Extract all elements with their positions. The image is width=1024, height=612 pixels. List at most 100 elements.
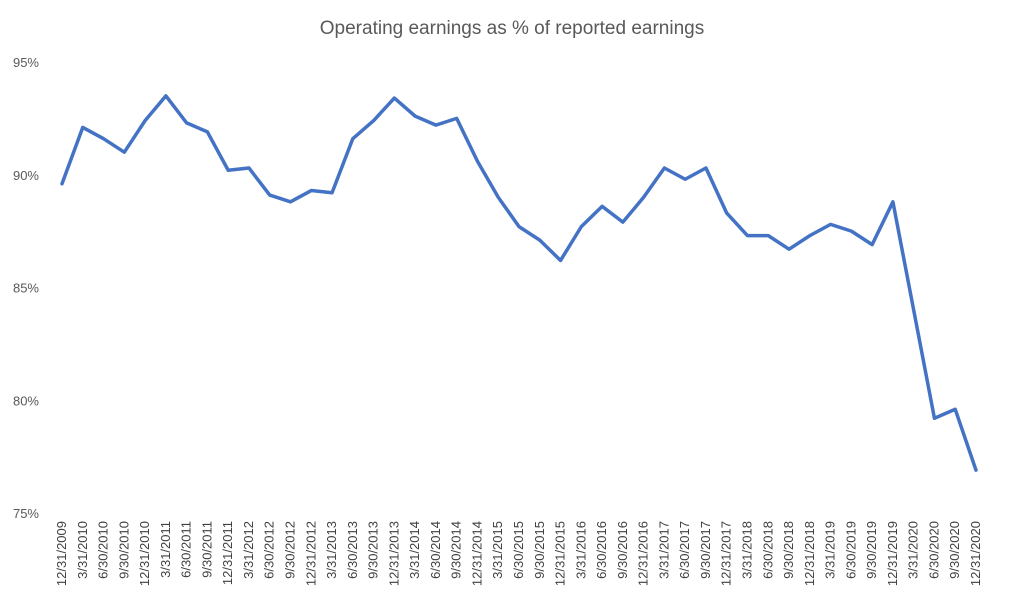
data-point <box>787 247 791 251</box>
y-tick-label: 90% <box>13 168 39 183</box>
data-point <box>475 159 479 163</box>
data-point <box>891 200 895 204</box>
x-tick-label: 9/30/2020 <box>947 521 962 579</box>
series-line <box>60 94 978 472</box>
x-tick-label: 3/31/2010 <box>75 521 90 579</box>
x-tick-label: 6/30/2015 <box>511 521 526 579</box>
x-tick-label: 12/31/2013 <box>386 521 401 586</box>
x-tick-label: 9/30/2011 <box>199 521 214 578</box>
data-point <box>205 130 209 134</box>
data-point <box>351 137 355 141</box>
y-tick-label: 75% <box>13 506 39 521</box>
x-tick-label: 12/31/2015 <box>553 521 568 586</box>
chart-title: Operating earnings as % of reported earn… <box>319 18 705 39</box>
x-tick-label: 3/31/2020 <box>906 521 921 579</box>
data-point <box>122 150 126 154</box>
data-point <box>164 94 168 98</box>
x-tick-label: 6/30/2011 <box>179 521 194 578</box>
data-point <box>683 177 687 181</box>
data-point <box>289 200 293 204</box>
x-tick-label: 9/30/2013 <box>366 521 381 579</box>
data-point <box>579 225 583 229</box>
x-tick-label: 3/31/2019 <box>823 521 838 579</box>
x-tick-label: 6/30/2014 <box>428 521 443 579</box>
data-point <box>434 123 438 127</box>
data-point <box>102 137 106 141</box>
y-axis: 75% 80% 85% 90% 95% <box>13 55 39 521</box>
x-tick-label: 6/30/2010 <box>96 521 111 579</box>
data-point <box>953 407 957 411</box>
x-tick-label: 12/31/2020 <box>968 521 983 586</box>
x-tick-label: 3/31/2016 <box>573 521 588 579</box>
x-tick-label: 6/30/2013 <box>345 521 360 579</box>
x-tick-label: 3/31/2011 <box>158 521 173 578</box>
data-point <box>662 166 666 170</box>
data-point <box>268 193 272 197</box>
x-tick-label: 3/31/2013 <box>324 521 339 579</box>
x-tick-label: 9/30/2018 <box>781 521 796 579</box>
x-tick-label: 9/30/2016 <box>615 521 630 579</box>
data-point <box>247 166 251 170</box>
data-point <box>81 125 85 129</box>
data-point <box>455 116 459 120</box>
data-point <box>185 121 189 125</box>
data-point <box>600 204 604 208</box>
x-tick-label: 3/31/2015 <box>490 521 505 579</box>
x-tick-label: 6/30/2017 <box>677 521 692 579</box>
data-point <box>226 168 230 172</box>
data-point <box>766 234 770 238</box>
x-tick-label: 12/31/2009 <box>54 521 69 586</box>
x-tick-label: 12/31/2011 <box>220 521 235 585</box>
x-tick-label: 12/31/2010 <box>137 521 152 586</box>
data-point <box>725 211 729 215</box>
data-point <box>829 222 833 226</box>
data-point <box>746 234 750 238</box>
data-point <box>143 119 147 123</box>
x-tick-label: 12/31/2014 <box>469 521 484 586</box>
x-tick-label: 6/30/2018 <box>760 521 775 579</box>
x-tick-label: 12/31/2019 <box>885 521 900 586</box>
data-point <box>372 119 376 123</box>
plot-series <box>60 94 978 472</box>
data-point <box>330 191 334 195</box>
data-point <box>808 234 812 238</box>
data-point <box>621 220 625 224</box>
x-tick-label: 9/30/2019 <box>864 521 879 579</box>
x-tick-label: 9/30/2017 <box>698 521 713 579</box>
data-point <box>642 195 646 199</box>
x-axis: 12/31/2009 3/31/2010 6/30/2010 9/30/2010 12/… <box>54 521 983 586</box>
data-point <box>559 258 563 262</box>
x-tick-label: 12/31/2016 <box>636 521 651 586</box>
x-tick-label: 12/31/2012 <box>303 521 318 586</box>
x-tick-label: 9/30/2010 <box>116 521 131 579</box>
x-tick-label: 12/31/2017 <box>719 521 734 586</box>
data-point <box>538 238 542 242</box>
x-tick-label: 3/31/2014 <box>407 521 422 579</box>
x-tick-label: 6/30/2012 <box>262 521 277 579</box>
x-tick-label: 9/30/2014 <box>449 521 464 579</box>
data-point <box>309 189 313 193</box>
x-tick-label: 9/30/2012 <box>283 521 298 579</box>
data-point <box>912 308 916 312</box>
data-point <box>413 114 417 118</box>
x-tick-label: 6/30/2019 <box>843 521 858 579</box>
data-point <box>517 225 521 229</box>
x-tick-label: 12/31/2018 <box>802 521 817 586</box>
data-point <box>704 166 708 170</box>
x-tick-label: 9/30/2015 <box>532 521 547 579</box>
x-tick-label: 3/31/2017 <box>656 521 671 579</box>
data-point <box>974 468 978 472</box>
data-point <box>496 195 500 199</box>
data-point <box>932 416 936 420</box>
x-tick-label: 6/30/2020 <box>926 521 941 579</box>
y-tick-label: 95% <box>13 55 39 70</box>
y-tick-label: 80% <box>13 393 39 408</box>
x-tick-label: 3/31/2012 <box>241 521 256 579</box>
data-point <box>849 229 853 233</box>
y-tick-label: 85% <box>13 281 39 296</box>
x-tick-label: 6/30/2016 <box>594 521 609 579</box>
x-tick-label: 3/31/2018 <box>740 521 755 579</box>
data-point <box>60 182 64 186</box>
